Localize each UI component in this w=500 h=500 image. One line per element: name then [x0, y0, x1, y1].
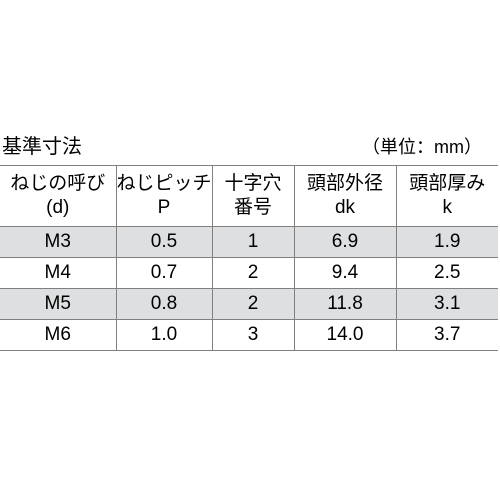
table-row: M5 0.8 2 11.8 3.1 — [0, 289, 498, 320]
cell-n: 2 — [212, 258, 294, 289]
col-header-n-line2: 番号 — [234, 197, 272, 218]
cell-dk: 11.8 — [294, 289, 396, 320]
cell-dk: 9.4 — [294, 258, 396, 289]
cell-k: 2.5 — [396, 258, 498, 289]
cell-p: 0.8 — [116, 289, 212, 320]
col-header-d-line1: ねじの呼び — [10, 173, 105, 194]
table-body: M3 0.5 1 6.9 1.9 M4 0.7 2 9.4 2.5 M5 0.8… — [0, 227, 498, 351]
cell-p: 0.5 — [116, 227, 212, 258]
col-header-d-line2: (d) — [46, 197, 69, 218]
cell-d: M3 — [0, 227, 116, 258]
table-row: M6 1.0 3 14.0 3.7 — [0, 320, 498, 351]
cell-p: 0.7 — [116, 258, 212, 289]
cell-dk: 6.9 — [294, 227, 396, 258]
table-title: 基準寸法 — [0, 130, 82, 159]
cell-n: 1 — [212, 227, 294, 258]
cell-dk: 14.0 — [294, 320, 396, 351]
table-caption-row: 基準寸法 （単位：mm） — [0, 130, 500, 165]
col-header-dk-line1: 頭部外径 — [307, 173, 383, 194]
cell-k: 3.1 — [396, 289, 498, 320]
col-header-n: 十字穴 番号 — [212, 166, 294, 227]
col-header-p-line2: P — [158, 197, 171, 218]
cell-n: 2 — [212, 289, 294, 320]
col-header-p-line1: ねじピッチ — [117, 173, 212, 194]
cell-k: 1.9 — [396, 227, 498, 258]
table-header-row: ねじの呼び (d) ねじピッチ P 十字穴 番号 頭部外径 dk 頭部厚み k — [0, 166, 498, 227]
col-header-k-line2: k — [443, 197, 453, 218]
cell-p: 1.0 — [116, 320, 212, 351]
table-row: M3 0.5 1 6.9 1.9 — [0, 227, 498, 258]
cell-d: M6 — [0, 320, 116, 351]
col-header-dk-line2: dk — [335, 197, 355, 218]
col-header-p: ねじピッチ P — [116, 166, 212, 227]
cell-k: 3.7 — [396, 320, 498, 351]
cell-n: 3 — [212, 320, 294, 351]
col-header-n-line1: 十字穴 — [224, 173, 281, 194]
col-header-k: 頭部厚み k — [396, 166, 498, 227]
col-header-dk: 頭部外径 dk — [294, 166, 396, 227]
table-unit: （単位：mm） — [362, 133, 482, 159]
table-row: M4 0.7 2 9.4 2.5 — [0, 258, 498, 289]
cell-d: M5 — [0, 289, 116, 320]
col-header-k-line1: 頭部厚み — [409, 173, 485, 194]
col-header-d: ねじの呼び (d) — [0, 166, 116, 227]
spec-table: ねじの呼び (d) ねじピッチ P 十字穴 番号 頭部外径 dk 頭部厚み k … — [0, 165, 498, 351]
cell-d: M4 — [0, 258, 116, 289]
